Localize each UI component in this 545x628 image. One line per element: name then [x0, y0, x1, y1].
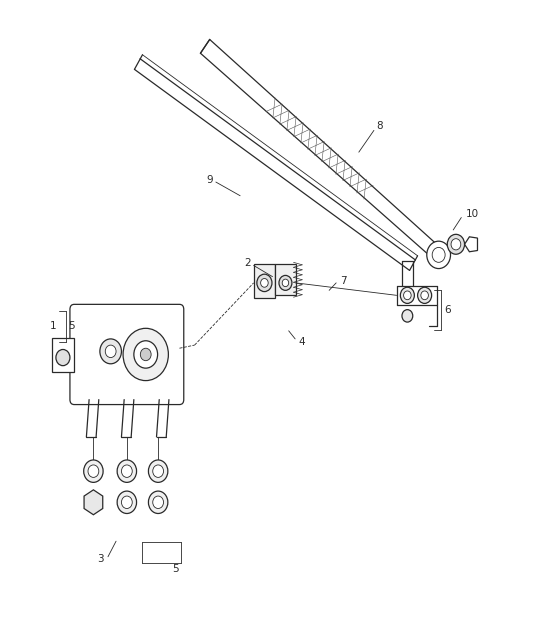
Circle shape	[105, 345, 116, 357]
Polygon shape	[84, 490, 103, 515]
Polygon shape	[464, 237, 477, 252]
Circle shape	[451, 239, 461, 250]
Circle shape	[402, 310, 413, 322]
FancyBboxPatch shape	[275, 264, 296, 295]
Circle shape	[427, 241, 451, 269]
Circle shape	[117, 460, 137, 482]
Circle shape	[84, 460, 103, 482]
Circle shape	[257, 274, 272, 291]
Circle shape	[447, 234, 464, 254]
Circle shape	[134, 341, 158, 368]
Circle shape	[88, 465, 99, 477]
Text: 8: 8	[376, 121, 383, 131]
Circle shape	[56, 349, 70, 365]
Text: 5: 5	[68, 322, 75, 332]
Text: 6: 6	[444, 305, 451, 315]
Circle shape	[148, 491, 168, 514]
Circle shape	[140, 349, 151, 360]
FancyBboxPatch shape	[70, 305, 184, 404]
Circle shape	[153, 465, 164, 477]
Text: 7: 7	[340, 276, 347, 286]
Circle shape	[282, 279, 289, 286]
Circle shape	[123, 328, 168, 381]
Circle shape	[100, 339, 122, 364]
Circle shape	[401, 287, 414, 303]
Circle shape	[279, 276, 292, 290]
Text: 3: 3	[98, 554, 104, 563]
Text: 2: 2	[244, 258, 251, 268]
Circle shape	[261, 279, 268, 287]
Circle shape	[117, 491, 137, 514]
Circle shape	[432, 247, 445, 263]
Text: 1: 1	[50, 322, 57, 332]
FancyBboxPatch shape	[253, 264, 275, 298]
Circle shape	[417, 287, 432, 303]
Text: 9: 9	[207, 175, 213, 185]
Circle shape	[122, 465, 132, 477]
Circle shape	[122, 496, 132, 509]
Circle shape	[148, 460, 168, 482]
Text: 4: 4	[299, 337, 305, 347]
Circle shape	[404, 291, 411, 300]
Circle shape	[153, 496, 164, 509]
Polygon shape	[201, 40, 443, 261]
Circle shape	[421, 291, 428, 300]
FancyBboxPatch shape	[52, 338, 74, 372]
Text: 10: 10	[465, 209, 479, 219]
Text: 5: 5	[172, 564, 179, 574]
